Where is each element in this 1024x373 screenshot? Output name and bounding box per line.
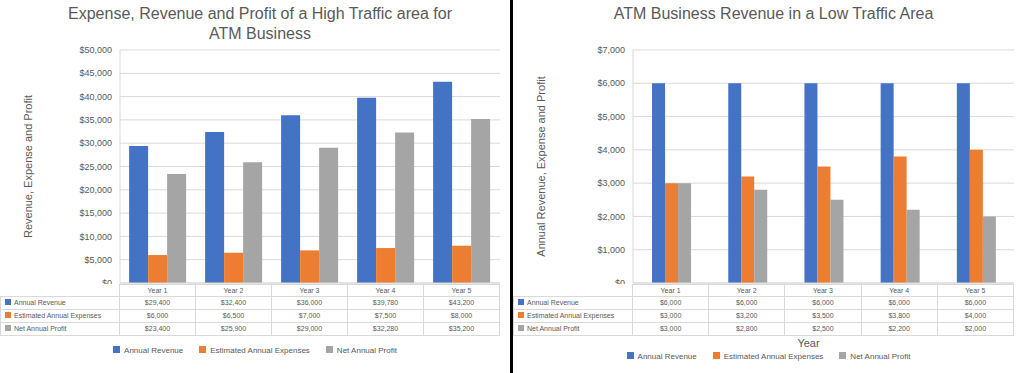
html-text:$6,000: $6,000 (146, 312, 169, 319)
html-text:$6,000: $6,000 (964, 299, 986, 306)
html-text:$2,200: $2,200 (888, 325, 910, 332)
svg-text:$35,000: $35,000 (79, 115, 112, 125)
html-text:$39,780: $39,780 (372, 299, 399, 306)
svg-text:$20,000: $20,000 (79, 185, 112, 195)
html-text:Estimated Annual Expenses: Estimated Annual Expenses (527, 312, 615, 319)
svg-text:$45,000: $45,000 (79, 68, 112, 78)
html-text:ATM Business Revenue in a Low: ATM Business Revenue in a Low Traffic Ar… (613, 5, 934, 22)
html-text:$3,800: $3,800 (888, 312, 910, 319)
html-text:Annual Revenue: Annual Revenue (124, 346, 184, 355)
html-text:$8,000: $8,000 (450, 312, 473, 319)
html-text:Year 3: Year 3 (299, 287, 320, 294)
html-text:Net Annual Profit: Net Annual Profit (850, 352, 911, 361)
html-text:$4,000: $4,000 (964, 312, 986, 319)
html-text:$2,500: $2,500 (812, 325, 834, 332)
svg-text:$5,000: $5,000 (597, 112, 625, 122)
html-text:Year 2: Year 2 (223, 287, 244, 294)
html-text:$29,000: $29,000 (296, 325, 323, 332)
svg-text:$1,000: $1,000 (597, 245, 625, 255)
html-text:Year 4: Year 4 (375, 287, 396, 294)
html-text:Year: Year (797, 337, 820, 349)
svg-text:$4,000: $4,000 (597, 145, 625, 155)
html-text:Year 1: Year 1 (660, 287, 681, 294)
html-text:$3,000: $3,000 (659, 312, 682, 319)
html-text:Year 3: Year 3 (813, 287, 833, 294)
html-text:Estimated Annual Expenses: Estimated Annual Expenses (723, 352, 824, 361)
html-text:Net Annual Profit: Net Annual Profit (336, 346, 397, 355)
html-text:$32,400: $32,400 (220, 299, 247, 306)
svg-text:$3,000: $3,000 (597, 178, 625, 188)
html-text:Year 5: Year 5 (965, 287, 986, 294)
html-text:$3,500: $3,500 (812, 312, 834, 319)
svg-text:Annual Revenue, Expense and Pr: Annual Revenue, Expense and Profit (535, 76, 547, 256)
svg-text:$2,000: $2,000 (597, 212, 625, 222)
svg-text:$10,000: $10,000 (79, 232, 112, 242)
html-text:$25,900: $25,900 (220, 325, 247, 332)
svg-text:$25,000: $25,000 (79, 162, 112, 172)
html-text:Year 4: Year 4 (889, 287, 910, 294)
html-text:$2,000: $2,000 (964, 325, 986, 332)
svg-text:$5,000: $5,000 (84, 255, 112, 265)
html-text:$29,400: $29,400 (144, 299, 171, 306)
html-text:$6,000: $6,000 (659, 299, 682, 306)
html-text:$3,000: $3,000 (659, 325, 682, 332)
html-text:$23,400: $23,400 (144, 325, 171, 332)
html-text:Estimated Annual Expenses: Estimated Annual Expenses (210, 346, 310, 355)
html-text:Year 2: Year 2 (736, 287, 757, 294)
svg-text:$7,000: $7,000 (597, 45, 625, 55)
html-text:$6,000: $6,000 (812, 299, 834, 306)
html-text:Annual Revenue: Annual Revenue (14, 299, 66, 306)
html-text:$36,000: $36,000 (296, 299, 323, 306)
html-text:$7,000: $7,000 (298, 312, 321, 319)
svg-text:$0: $0 (615, 278, 625, 284)
html-text:Annual Revenue: Annual Revenue (527, 299, 579, 306)
html-text:$6,500: $6,500 (222, 312, 245, 319)
html-text:$43,200: $43,200 (448, 299, 475, 306)
html-text:$6,000: $6,000 (888, 299, 910, 306)
html-text:$6,000: $6,000 (736, 299, 758, 306)
svg-text:Revenue, Expense and Profit: Revenue, Expense and Profit (22, 95, 34, 238)
svg-text:$15,000: $15,000 (79, 208, 112, 218)
svg-text:$30,000: $30,000 (79, 138, 112, 148)
html-text:Net Annual Profit: Net Annual Profit (527, 325, 580, 332)
html-text:Expense, Revenue and Profit of: Expense, Revenue and Profit of a High Tr… (68, 5, 452, 42)
svg-text:$6,000: $6,000 (597, 78, 625, 88)
html-text:Net Annual Profit: Net Annual Profit (14, 325, 67, 332)
html-text:Annual Revenue: Annual Revenue (637, 352, 697, 361)
svg-text:$0: $0 (102, 278, 112, 284)
html-text:$3,200: $3,200 (736, 312, 758, 319)
html-text:Year 1: Year 1 (147, 287, 168, 294)
html-text:$7,500: $7,500 (374, 312, 397, 319)
html-text:$35,200: $35,200 (448, 325, 475, 332)
html-text:Estimated Annual Expenses: Estimated Annual Expenses (14, 312, 102, 319)
html-text:Year 5: Year 5 (451, 287, 472, 294)
svg-text:$50,000: $50,000 (79, 45, 112, 55)
svg-text:$40,000: $40,000 (79, 92, 112, 102)
html-text:$32,280: $32,280 (372, 325, 399, 332)
html-text:$2,800: $2,800 (736, 325, 758, 332)
